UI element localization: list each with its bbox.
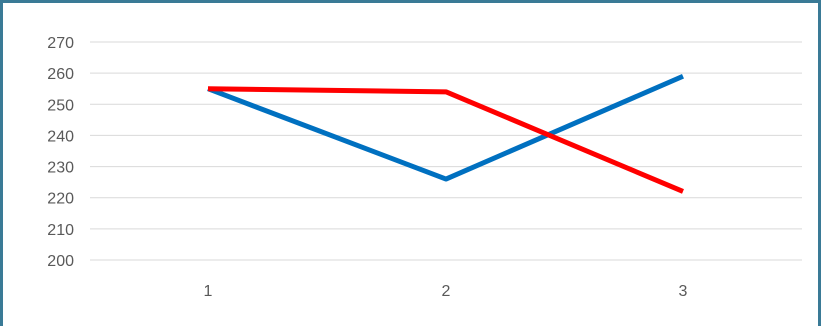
y-tick-label: 220 (47, 191, 74, 208)
series-line-1 (207, 73, 684, 182)
y-tick-label: 200 (47, 253, 74, 270)
gridlines (90, 41, 802, 261)
x-axis-tick-labels: 1 2 3 (204, 283, 688, 300)
y-tick-label: 270 (47, 35, 74, 52)
y-tick-label: 240 (47, 128, 74, 145)
x-tick-label: 1 (204, 283, 213, 300)
y-tick-label: 260 (47, 66, 74, 83)
x-tick-label: 2 (442, 283, 451, 300)
series-lines (207, 73, 684, 194)
y-tick-label: 230 (47, 160, 74, 177)
y-tick-label: 250 (47, 97, 74, 114)
series-line-2 (207, 86, 684, 194)
y-axis-tick-labels: 200 210 220 230 240 250 260 270 (47, 35, 74, 270)
y-tick-label: 210 (47, 222, 74, 239)
x-tick-label: 3 (679, 283, 688, 300)
